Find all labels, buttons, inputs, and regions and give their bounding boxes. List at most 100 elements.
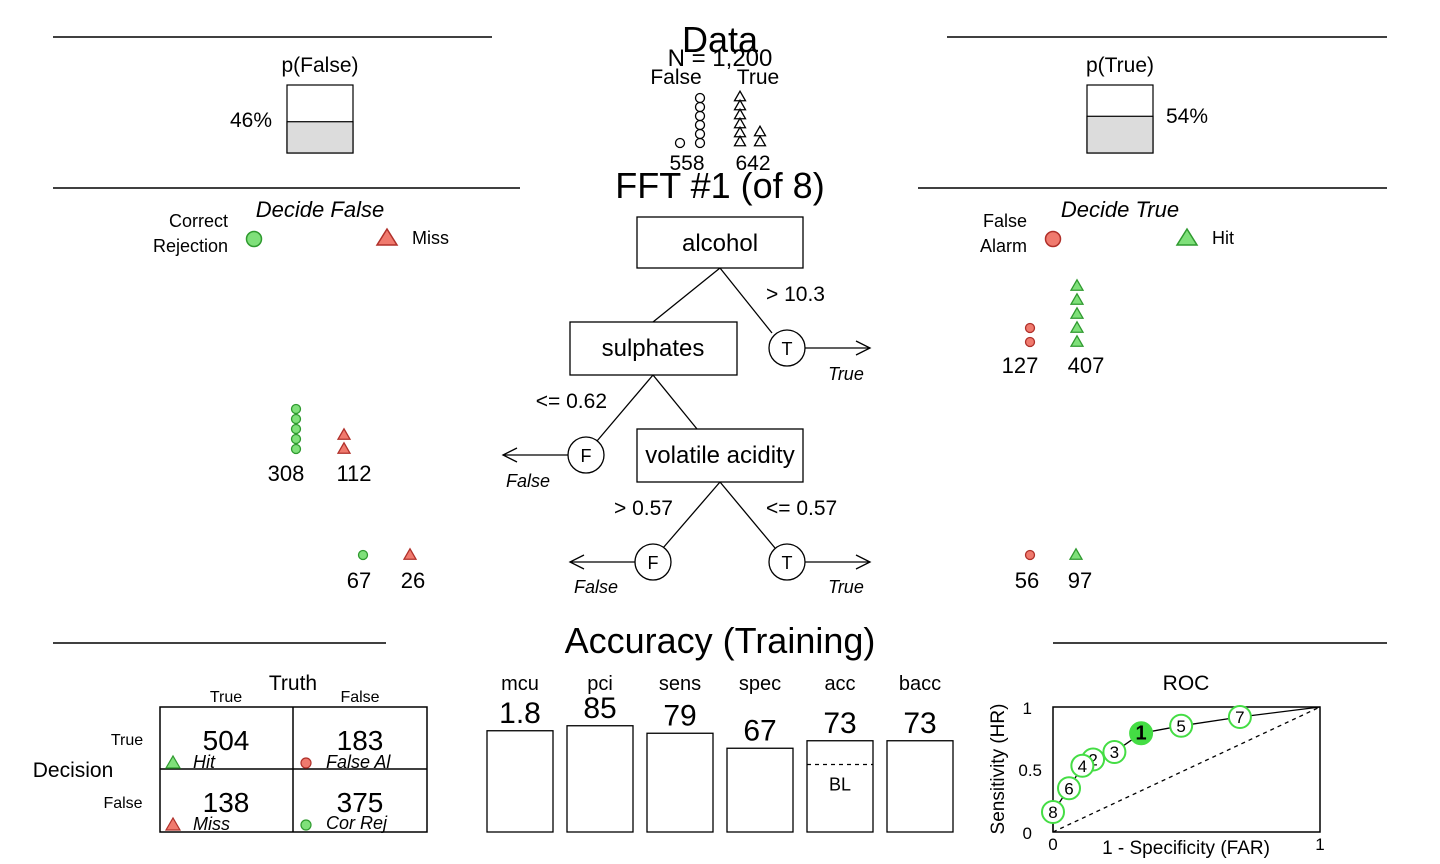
measure-value: 73	[903, 707, 936, 740]
roc-xlabel: 1 - Specificity (FAR)	[1102, 838, 1270, 859]
branch-line	[719, 267, 773, 334]
measure-value: 73	[823, 707, 856, 740]
count-miss: 26	[401, 568, 425, 593]
roc-point-label: 7	[1235, 708, 1244, 727]
measure-bar	[646, 732, 714, 833]
branch-line	[652, 267, 721, 323]
arrow-head-icon	[501, 447, 518, 463]
p-false-bar-fill	[286, 121, 354, 154]
false-alarm-icon	[1024, 549, 1036, 561]
accuracy-section: Accuracy (Training) Truth True False Dec…	[33, 620, 1387, 859]
hit-icon	[1069, 320, 1085, 333]
node-alcohol-box	[636, 216, 804, 269]
false-alarm-icon	[1024, 322, 1036, 334]
row-false-label: False	[103, 795, 142, 812]
measure-value: 67	[743, 714, 776, 747]
measure-name: sens	[659, 673, 701, 695]
roc-point-selected	[1129, 721, 1154, 746]
confusion-matrix: Truth True False Decision True False 504…	[33, 672, 428, 834]
node-sulphates-box	[569, 321, 738, 376]
roc-point	[1057, 776, 1082, 801]
branch-line	[662, 481, 721, 549]
measure-name: bacc	[899, 673, 941, 695]
roc-point-label: 5	[1176, 717, 1185, 736]
true-case-icon	[733, 125, 747, 138]
measure-bar	[486, 730, 554, 833]
roc-point	[1227, 705, 1252, 729]
baseline-label: BL	[829, 775, 851, 795]
correct-rejection-icon	[245, 230, 263, 248]
arrow-head-icon	[855, 554, 872, 570]
level-icon-stacks	[290, 278, 1085, 561]
cell-hit-label: Hit	[193, 752, 216, 772]
n-label: N = 1,200	[668, 45, 773, 72]
legend-miss: Miss	[412, 228, 449, 248]
count-false-alarm: 127	[1002, 353, 1039, 378]
arrow-head-icon	[568, 554, 585, 570]
node-volatile-acidity-box	[636, 428, 804, 483]
false-alarm-icon	[300, 757, 312, 769]
true-case-icon	[753, 134, 767, 147]
measure-bar	[726, 747, 794, 833]
false-case-icon	[694, 137, 706, 149]
cell-cor-rej-label: Cor Rej	[326, 813, 388, 833]
miss-icon	[375, 227, 399, 246]
hit-icon	[1069, 334, 1085, 347]
branch-line	[596, 374, 654, 442]
roc-point	[1102, 740, 1127, 764]
data-title: Data	[682, 19, 759, 60]
legend-correct-rejection-line1: Correct	[169, 211, 228, 231]
true-column-label: True	[737, 66, 779, 89]
node-alcohol: alcohol	[682, 230, 758, 257]
false-case-icon	[694, 92, 706, 104]
roc-xtick: 0	[1048, 835, 1057, 854]
node-sulphates: sulphates	[602, 335, 705, 362]
correct-rejection-icon	[290, 443, 302, 455]
correct-rejection-icon	[290, 433, 302, 445]
exit-label-true: True	[828, 364, 864, 384]
false-alarm-icon	[1024, 336, 1036, 348]
legend-false-alarm-line1: False	[983, 211, 1027, 231]
measure-bar	[806, 740, 874, 833]
measure-value: 1.8	[499, 697, 541, 730]
hit-icon	[1069, 292, 1085, 305]
measure-bar	[566, 725, 634, 833]
arrow-head-icon	[855, 340, 872, 356]
miss-icon	[336, 427, 352, 440]
roc-point-label: 6	[1064, 779, 1073, 798]
exit-symbol: T	[782, 553, 793, 573]
false-column-label: False	[650, 66, 701, 89]
legend-correct-rejection-line2: Rejection	[153, 236, 228, 256]
roc-point-label: 4	[1078, 757, 1087, 776]
miss-icon	[336, 441, 352, 454]
roc-point	[1070, 753, 1095, 778]
roc-point	[1169, 713, 1194, 738]
true-case-icon	[753, 124, 767, 137]
correct-rejection-icon	[357, 549, 369, 561]
false-case-icon	[694, 119, 706, 131]
node-volatile-acidity: volatile acidity	[645, 442, 794, 469]
exit-symbol: T	[782, 339, 793, 359]
count-correct-rejection: 308	[268, 461, 305, 486]
hit-icon	[1068, 547, 1084, 560]
true-case-icon	[733, 89, 747, 102]
measure-value: 85	[583, 692, 616, 725]
branch-label-alcohol-exit: > 10.3	[766, 283, 825, 306]
correct-rejection-icon	[290, 403, 302, 415]
p-false-label: p(False)	[281, 54, 358, 77]
data-icon-stacks	[674, 89, 767, 149]
count-false-alarm: 56	[1015, 568, 1039, 593]
roc-ytick: 1	[1023, 699, 1032, 718]
hit-icon	[1069, 306, 1085, 319]
roc-point	[1041, 800, 1065, 824]
accuracy-title: Accuracy (Training)	[565, 620, 876, 661]
p-true-bar-fill	[1086, 115, 1154, 154]
measure-name: pci	[587, 673, 613, 695]
measure-name: mcu	[501, 673, 539, 695]
legend-hit: Hit	[1212, 228, 1234, 248]
false-alarm-icon	[1044, 230, 1062, 248]
count-correct-rejection: 67	[347, 568, 371, 593]
exit-label-false: False	[506, 471, 550, 491]
